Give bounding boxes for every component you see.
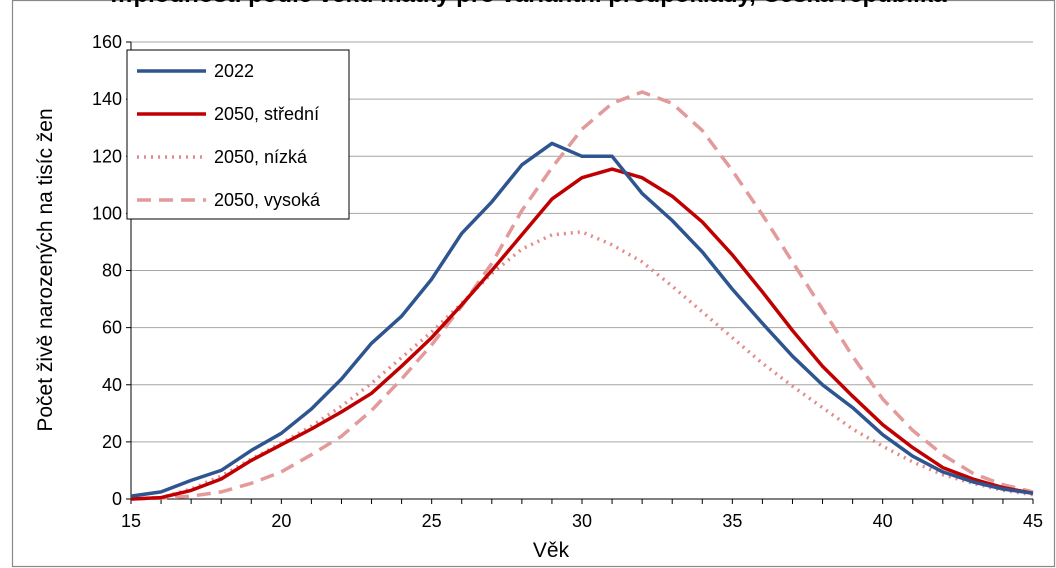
x-axis-ticks: 15 20 25 30 35 40 45 <box>121 42 1043 531</box>
series-line <box>130 90 1034 501</box>
legend-box <box>126 49 350 220</box>
chart-border <box>11 0 1056 568</box>
x-tick-label: 15 <box>121 511 141 531</box>
x-axis-label: Věk <box>533 539 570 562</box>
x-tick-label: 40 <box>873 511 893 531</box>
x-tick-label: 20 <box>271 511 291 531</box>
legend-label: 2022 <box>214 61 254 81</box>
y-tick-label: 80 <box>102 261 122 281</box>
x-tick-label: 45 <box>1023 511 1043 531</box>
legend: 2022 2050, střední 2050, nízká 2050, vysoká <box>126 49 350 220</box>
chart-title: …plodnosti podle věku matky pro variantn… <box>109 0 947 8</box>
y-tick-label: 60 <box>102 318 122 338</box>
series-line <box>130 167 1034 501</box>
x-tick-label: 30 <box>572 511 592 531</box>
y-tick-label: 0 <box>112 489 122 509</box>
y-tick-label: 20 <box>102 432 122 452</box>
series-line <box>130 141 1034 498</box>
legend-label: 2050, střední <box>214 104 319 124</box>
y-axis-ticks: 0 20 40 60 80 100 120 140 160 <box>92 32 131 509</box>
y-tick-label: 40 <box>102 375 122 395</box>
series-lines <box>130 90 1034 501</box>
y-axis-label: Počet živě narozených na tisíc žen <box>34 108 57 431</box>
y-tick-label: 120 <box>92 146 122 166</box>
y-tick-label: 140 <box>92 89 122 109</box>
legend-label: 2050, nízká <box>214 147 308 167</box>
y-tick-label: 160 <box>92 32 122 52</box>
y-tick-label: 100 <box>92 203 122 223</box>
x-tick-label: 35 <box>722 511 742 531</box>
legend-label: 2050, vysoká <box>214 190 321 210</box>
x-tick-label: 25 <box>422 511 442 531</box>
